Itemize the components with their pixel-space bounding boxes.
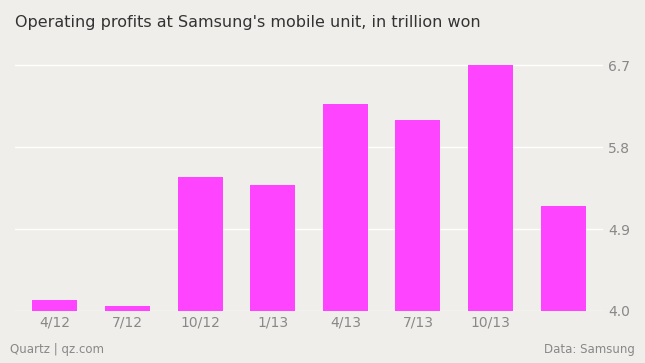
Bar: [105, 306, 150, 311]
Text: Data: Samsung: Data: Samsung: [544, 343, 635, 356]
Text: Quartz | qz.com: Quartz | qz.com: [10, 343, 104, 356]
Bar: [177, 177, 223, 311]
Text: Operating profits at Samsung's mobile unit, in trillion won: Operating profits at Samsung's mobile un…: [15, 15, 481, 30]
Bar: [468, 65, 513, 311]
Bar: [250, 185, 295, 311]
Bar: [395, 120, 441, 311]
Bar: [541, 207, 586, 311]
Bar: [323, 103, 368, 311]
Bar: [32, 300, 77, 311]
